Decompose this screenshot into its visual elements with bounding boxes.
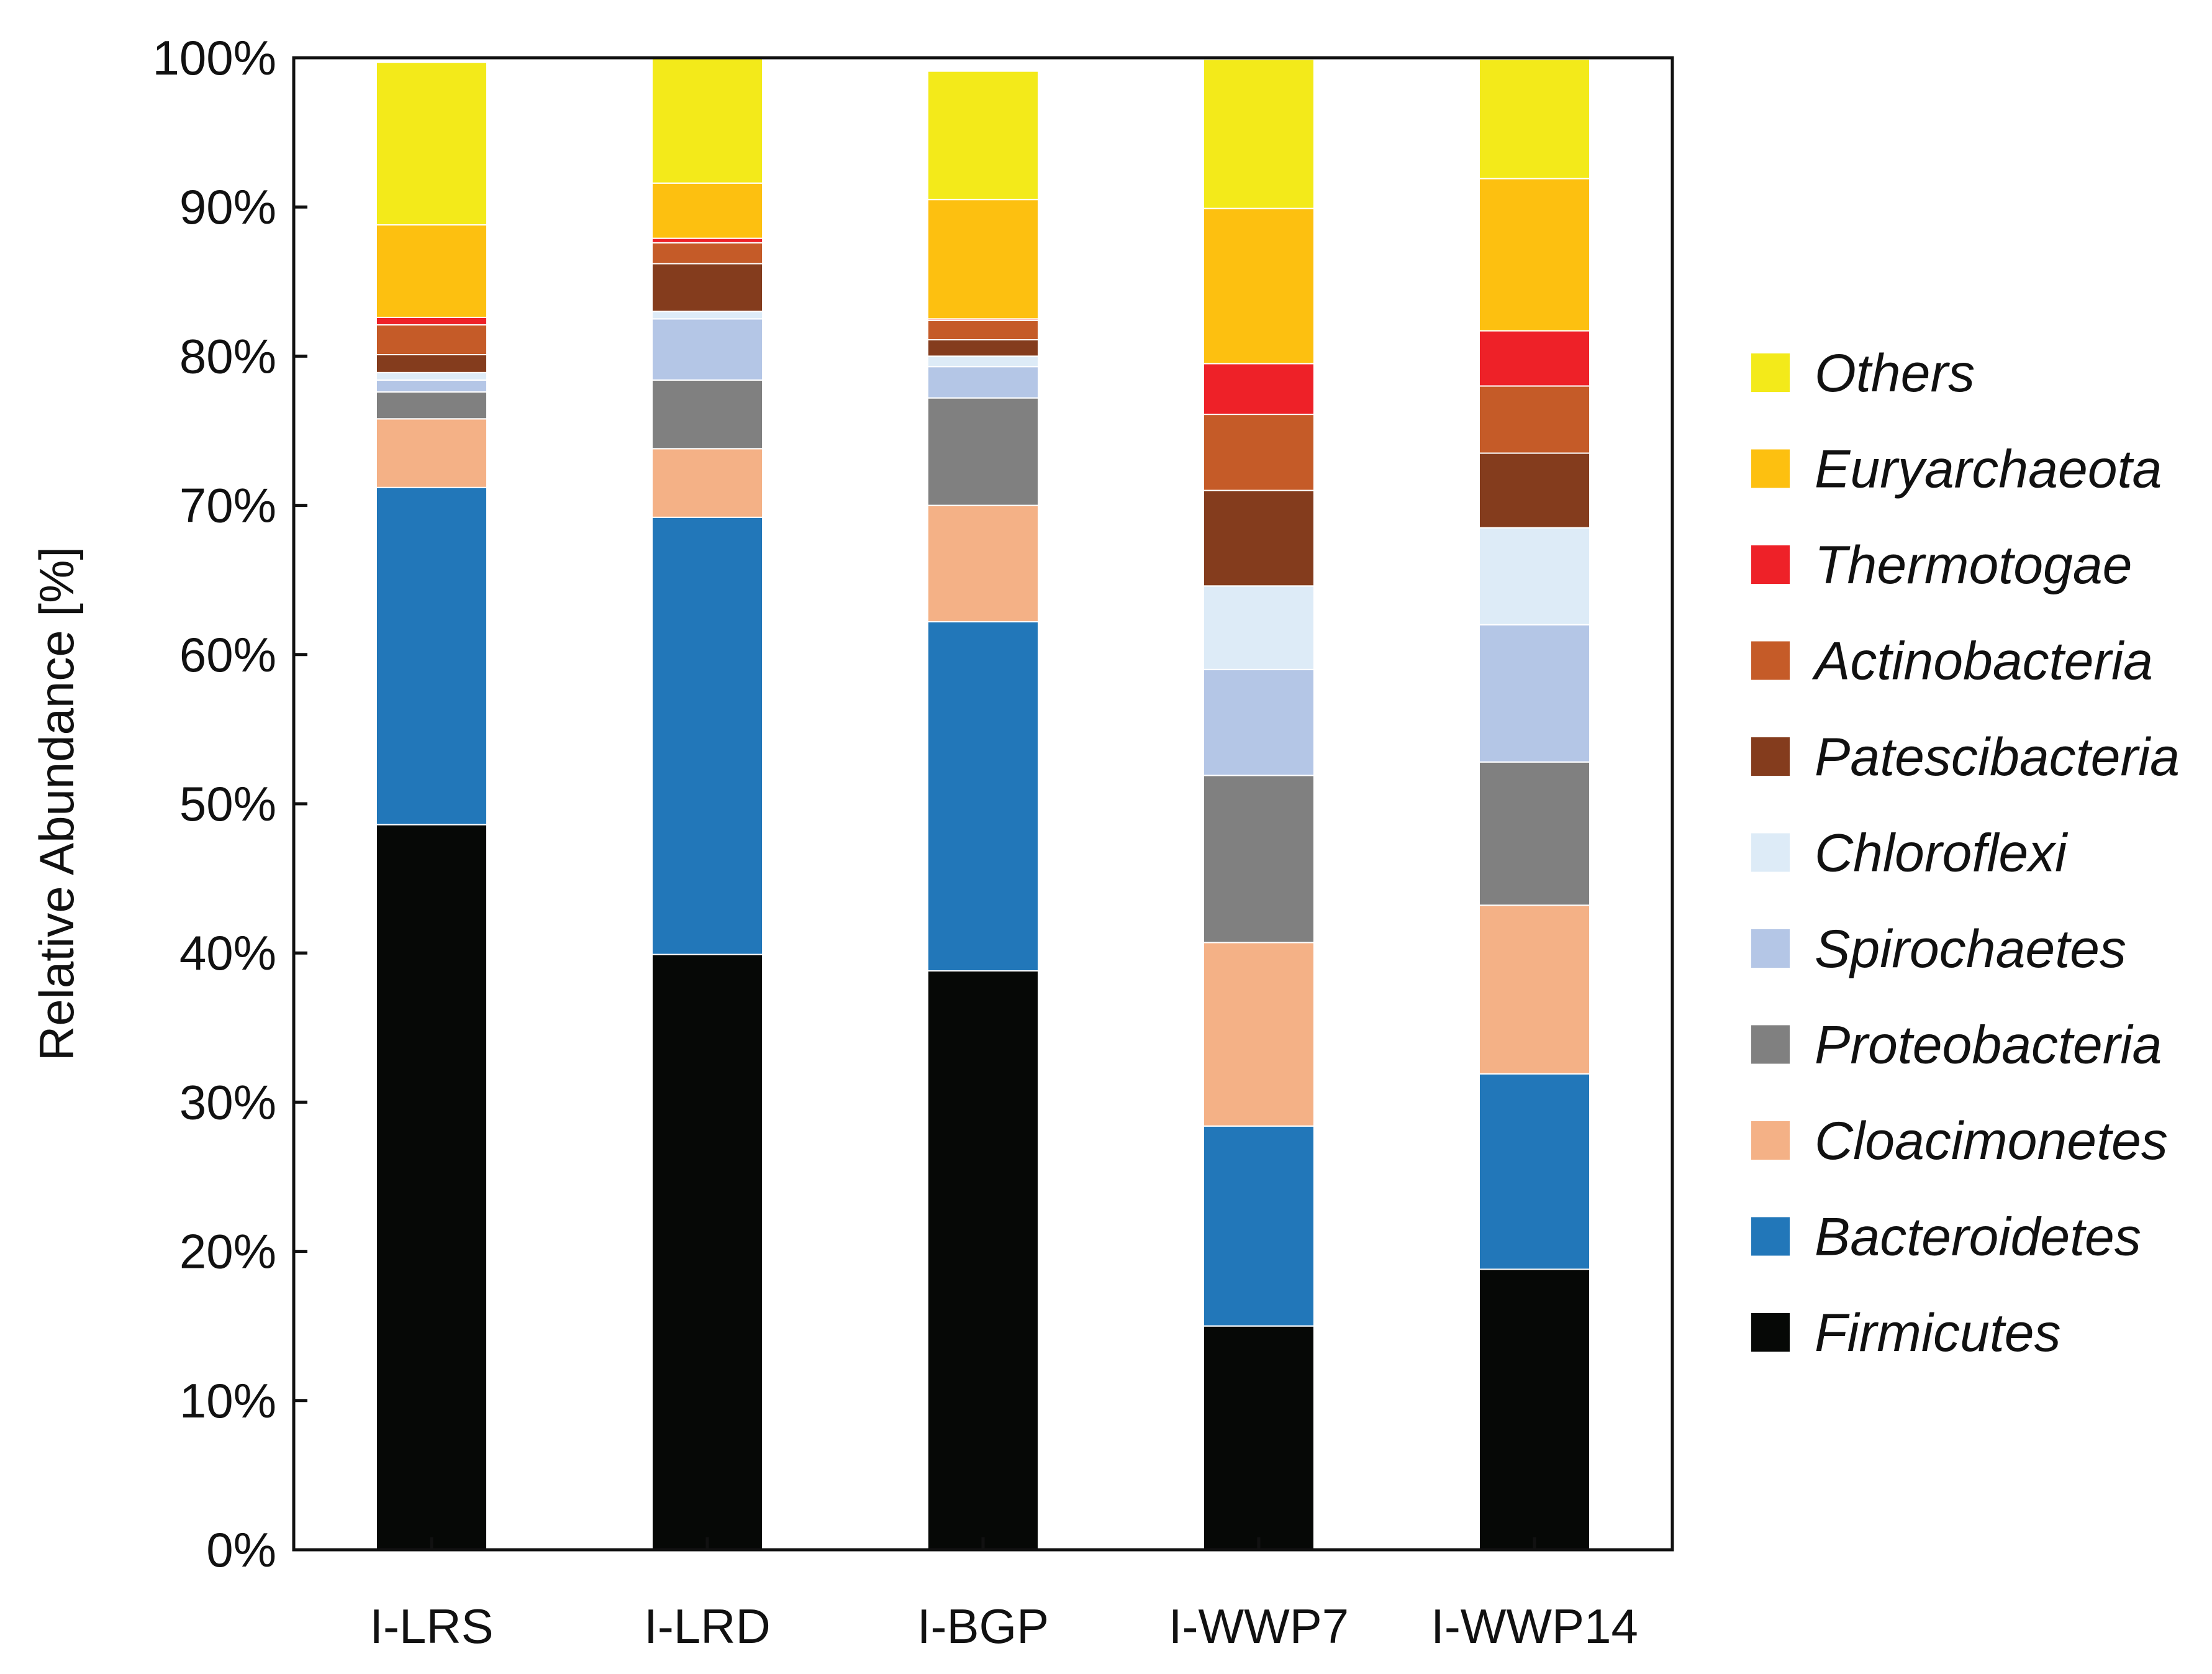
bar-segment-i-wwp7-cloacimonetes bbox=[1203, 942, 1315, 1127]
bar-segment-i-lrd-patescibacteria bbox=[651, 263, 763, 312]
legend: Others Euryarchaeota Thermotogae Actinobact… bbox=[1751, 343, 2180, 1363]
legend-swatch-patescibacteria bbox=[1751, 737, 1790, 776]
x-tick-label-i-lrd: I-LRD bbox=[644, 1599, 771, 1654]
bar-segment-i-lrd-proteobacteria bbox=[651, 379, 763, 450]
y-tick-label: 40% bbox=[179, 926, 276, 980]
bar-segment-i-bgp-others bbox=[927, 70, 1039, 201]
bar-segment-i-bgp-spirochaetes bbox=[927, 366, 1039, 399]
bar-segment-i-bgp-proteobacteria bbox=[927, 397, 1039, 506]
bar-segment-i-wwp14-proteobacteria bbox=[1479, 761, 1590, 906]
bar-segment-i-bgp-firmicutes bbox=[927, 970, 1039, 1551]
bar-segment-i-lrd-chloroflexi bbox=[651, 311, 763, 320]
bar-segment-i-bgp-euryarchaeota bbox=[927, 199, 1039, 320]
bar-segment-i-lrd-cloacimonetes bbox=[651, 448, 763, 518]
y-tick-label: 10% bbox=[179, 1373, 276, 1428]
bar-segment-i-wwp7-spirochaetes bbox=[1203, 668, 1315, 776]
y-tick-label: 60% bbox=[179, 627, 276, 682]
y-tick-label: 80% bbox=[179, 329, 276, 383]
x-tick-label-i-lrs: I-LRS bbox=[369, 1599, 493, 1654]
legend-label-chloroflexi: Chloroflexi bbox=[1815, 824, 2069, 883]
bar-segment-i-wwp14-firmicutes bbox=[1479, 1268, 1590, 1550]
bar-segment-i-wwp7-proteobacteria bbox=[1203, 775, 1315, 944]
bar-segment-i-wwp14-spirochaetes bbox=[1479, 624, 1590, 763]
legend-label-others: Others bbox=[1815, 343, 1975, 403]
bar-segment-i-bgp-patescibacteria bbox=[927, 339, 1039, 357]
legend-swatch-others bbox=[1751, 353, 1790, 392]
bar-segment-i-lrd-thermotogae bbox=[651, 237, 763, 243]
bar-segment-i-lrs-patescibacteria bbox=[376, 353, 487, 373]
x-axis: I-LRS I-LRD I-BGP I-WWP7 I-WWP14 bbox=[369, 1537, 1638, 1654]
legend-swatch-chloroflexi bbox=[1751, 833, 1790, 872]
bar-segment-i-bgp-actinobacteria bbox=[927, 319, 1039, 340]
bar-segment-i-lrs-spirochaetes bbox=[376, 379, 487, 393]
bar-segment-i-lrd-firmicutes bbox=[651, 953, 763, 1551]
bar-segment-i-wwp14-actinobacteria bbox=[1479, 385, 1590, 454]
y-tick-label: 20% bbox=[179, 1224, 276, 1279]
bar-segment-i-lrd-others bbox=[651, 55, 763, 184]
bar-segment-i-lrs-thermotogae bbox=[376, 316, 487, 325]
bar-segment-i-wwp14-chloroflexi bbox=[1479, 527, 1590, 625]
bar-segment-i-wwp14-others bbox=[1479, 58, 1590, 180]
bar-segment-i-bgp-chloroflexi bbox=[927, 355, 1039, 368]
legend-swatch-proteobacteria bbox=[1751, 1025, 1790, 1064]
bar-segment-i-lrs-chloroflexi bbox=[376, 371, 487, 381]
bar-segment-i-wwp14-euryarchaeota bbox=[1479, 178, 1590, 332]
y-axis: 0% 10% 20% 30% 40% 50% 60% 70% 80% 90% 100% bbox=[153, 30, 307, 1577]
y-tick-label: 0% bbox=[206, 1522, 276, 1577]
legend-swatch-thermotogae bbox=[1751, 545, 1790, 584]
bar-segment-i-wwp7-chloroflexi bbox=[1203, 585, 1315, 670]
bar-segment-i-wwp14-bacteroidetes bbox=[1479, 1073, 1590, 1270]
bar-segment-i-lrd-actinobacteria bbox=[651, 242, 763, 265]
bar-segment-i-lrs-firmicutes bbox=[376, 824, 487, 1550]
y-tick-label: 90% bbox=[179, 180, 276, 234]
bar-segment-i-wwp7-firmicutes bbox=[1203, 1325, 1315, 1550]
y-tick-label: 50% bbox=[179, 776, 276, 831]
bar-segment-i-lrs-actinobacteria bbox=[376, 324, 487, 355]
legend-label-cloacimonetes: Cloacimonetes bbox=[1815, 1111, 2168, 1171]
bar-segment-i-lrd-spirochaetes bbox=[651, 318, 763, 381]
legend-label-firmicutes: Firmicutes bbox=[1815, 1303, 2061, 1363]
y-tick-label: 100% bbox=[153, 30, 277, 85]
legend-swatch-actinobacteria bbox=[1751, 641, 1790, 680]
bar-segment-i-wwp7-patescibacteria bbox=[1203, 489, 1315, 587]
bars-layer bbox=[376, 55, 1590, 1551]
bar-segment-i-wwp7-euryarchaeota bbox=[1203, 207, 1315, 365]
bar-segment-i-wwp7-actinobacteria bbox=[1203, 414, 1315, 491]
legend-label-euryarchaeota: Euryarchaeota bbox=[1815, 440, 2162, 499]
bar-segment-i-wwp7-thermotogae bbox=[1203, 363, 1315, 416]
legend-swatch-euryarchaeota bbox=[1751, 449, 1790, 488]
legend-label-proteobacteria: Proteobacteria bbox=[1815, 1016, 2162, 1075]
bar-segment-i-bgp-bacteroidetes bbox=[927, 621, 1039, 972]
bar-segment-i-lrs-euryarchaeota bbox=[376, 224, 487, 318]
legend-label-bacteroidetes: Bacteroidetes bbox=[1815, 1208, 2141, 1267]
bar-segment-i-bgp-cloacimonetes bbox=[927, 504, 1039, 622]
legend-swatch-spirochaetes bbox=[1751, 929, 1790, 968]
x-tick-label-i-wwp7: I-WWP7 bbox=[1169, 1599, 1349, 1654]
y-axis-title: Relative Abundance [%] bbox=[29, 547, 84, 1061]
legend-swatch-cloacimonetes bbox=[1751, 1121, 1790, 1160]
bar-segment-i-wwp7-bacteroidetes bbox=[1203, 1125, 1315, 1327]
y-tick-label: 70% bbox=[179, 478, 276, 533]
bar-segment-i-wwp14-patescibacteria bbox=[1479, 452, 1590, 529]
bar-segment-i-lrs-proteobacteria bbox=[376, 391, 487, 420]
bar-segment-i-lrs-cloacimonetes bbox=[376, 418, 487, 488]
x-tick-label-i-bgp: I-BGP bbox=[917, 1599, 1049, 1654]
legend-label-spirochaetes: Spirochaetes bbox=[1815, 919, 2126, 979]
legend-label-patescibacteria: Patescibacteria bbox=[1815, 727, 2180, 787]
bar-segment-i-lrd-euryarchaeota bbox=[651, 182, 763, 239]
x-tick-label-i-wwp14: I-WWP14 bbox=[1431, 1599, 1638, 1654]
legend-label-thermotogae: Thermotogae bbox=[1815, 535, 2133, 595]
bar-segment-i-lrs-bacteroidetes bbox=[376, 486, 487, 826]
bar-segment-i-lrd-bacteroidetes bbox=[651, 516, 763, 955]
legend-swatch-firmicutes bbox=[1751, 1313, 1790, 1352]
legend-label-actinobacteria: Actinobacteria bbox=[1811, 632, 2153, 691]
bar-segment-i-wwp14-cloacimonetes bbox=[1479, 904, 1590, 1075]
y-tick-label: 30% bbox=[179, 1075, 276, 1129]
bar-segment-i-wwp7-others bbox=[1203, 58, 1315, 209]
bar-segment-i-wwp14-thermotogae bbox=[1479, 330, 1590, 387]
legend-swatch-bacteroidetes bbox=[1751, 1217, 1790, 1256]
bar-segment-i-lrs-others bbox=[376, 61, 487, 226]
